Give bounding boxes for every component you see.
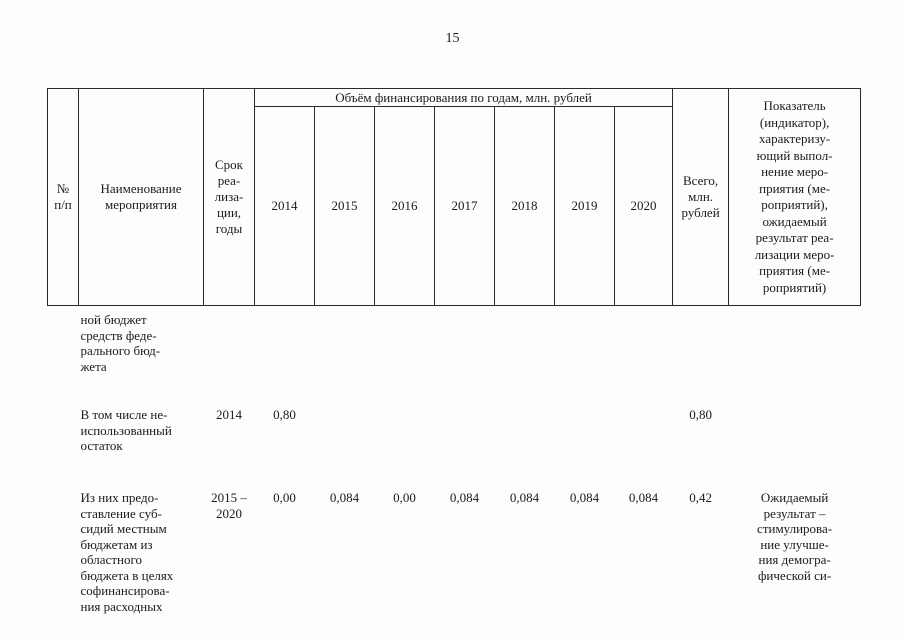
page-number: 15 bbox=[445, 31, 460, 46]
row-term-cell bbox=[204, 306, 255, 405]
header-indicator: Показатель (индикатор), характеризу- ющи… bbox=[728, 88, 862, 306]
row-value-cell bbox=[495, 404, 555, 487]
row-value-cell: 0,084 bbox=[569, 490, 600, 505]
row-term-cell: 2014 bbox=[216, 407, 242, 422]
row-indicator-cell: Ожидаемый результат – стимулирова- ние у… bbox=[757, 490, 833, 583]
header-num: № п/п bbox=[47, 88, 79, 306]
row-value-cell bbox=[315, 306, 375, 405]
row-value-cell bbox=[375, 306, 435, 405]
row-value-cell: 0,084 bbox=[628, 490, 659, 505]
row-value-cell bbox=[555, 404, 615, 487]
row-name-cell: ной бюджет средств феде- рального бюд- ж… bbox=[80, 312, 161, 374]
row-value-cell bbox=[435, 404, 495, 487]
header-year-2018: 2018 bbox=[494, 106, 555, 306]
row-value-cell: 0,00 bbox=[393, 490, 416, 505]
row-total-cell: 0,80 bbox=[689, 407, 712, 422]
header-year-2020: 2020 bbox=[613, 106, 674, 306]
row-value-cell bbox=[615, 306, 673, 405]
table-row: ной бюджет средств феде- рального бюд- ж… bbox=[48, 306, 861, 405]
row-value-cell bbox=[375, 404, 435, 487]
row-num-cell bbox=[48, 487, 79, 614]
row-value-cell: 0,80 bbox=[273, 407, 296, 422]
row-value-cell: 0,00 bbox=[273, 490, 296, 505]
row-indicator-cell bbox=[729, 306, 861, 405]
table-row: Из них предо- ставление суб- сидий местн… bbox=[48, 487, 861, 614]
row-value-cell: 0,084 bbox=[449, 490, 480, 505]
row-value-cell bbox=[435, 306, 495, 405]
row-term-cell: 2015 – 2020 bbox=[211, 490, 247, 521]
row-indicator-cell bbox=[729, 404, 861, 487]
header-year-2016: 2016 bbox=[374, 106, 435, 306]
header-name: Наименование мероприятия bbox=[78, 88, 204, 306]
row-num-cell bbox=[48, 306, 79, 405]
row-total-cell bbox=[673, 306, 729, 405]
header-year-2014: 2014 bbox=[254, 106, 315, 306]
row-value-cell bbox=[495, 306, 555, 405]
financing-table: № п/п Наименование мероприятия Срок реа-… bbox=[47, 88, 862, 615]
table-body: ной бюджет средств феде- рального бюд- ж… bbox=[48, 306, 861, 615]
header-year-2015: 2015 bbox=[314, 106, 375, 306]
table-header: № п/п Наименование мероприятия Срок реа-… bbox=[47, 88, 862, 306]
row-value-cell bbox=[255, 306, 315, 405]
header-year-2019: 2019 bbox=[554, 106, 615, 306]
header-year-2017: 2017 bbox=[434, 106, 495, 306]
row-total-cell: 0,42 bbox=[689, 490, 712, 505]
header-term: Срок реа- лиза- ции, годы bbox=[203, 88, 255, 306]
row-value-cell: 0,084 bbox=[329, 490, 360, 505]
header-finance-span: Объём финансирования по годам, млн. рубл… bbox=[253, 88, 674, 107]
row-num-cell bbox=[48, 404, 79, 487]
row-value-cell bbox=[315, 404, 375, 487]
table-row: В том числе не- использованный остаток 2… bbox=[48, 404, 861, 487]
row-value-cell: 0,084 bbox=[509, 490, 540, 505]
row-value-cell bbox=[615, 404, 673, 487]
row-value-cell bbox=[555, 306, 615, 405]
row-name-cell: В том числе не- использованный остаток bbox=[80, 407, 172, 453]
row-name-cell: Из них предо- ставление суб- сидий местн… bbox=[80, 490, 174, 614]
header-total: Всего, млн. рублей bbox=[672, 88, 730, 306]
